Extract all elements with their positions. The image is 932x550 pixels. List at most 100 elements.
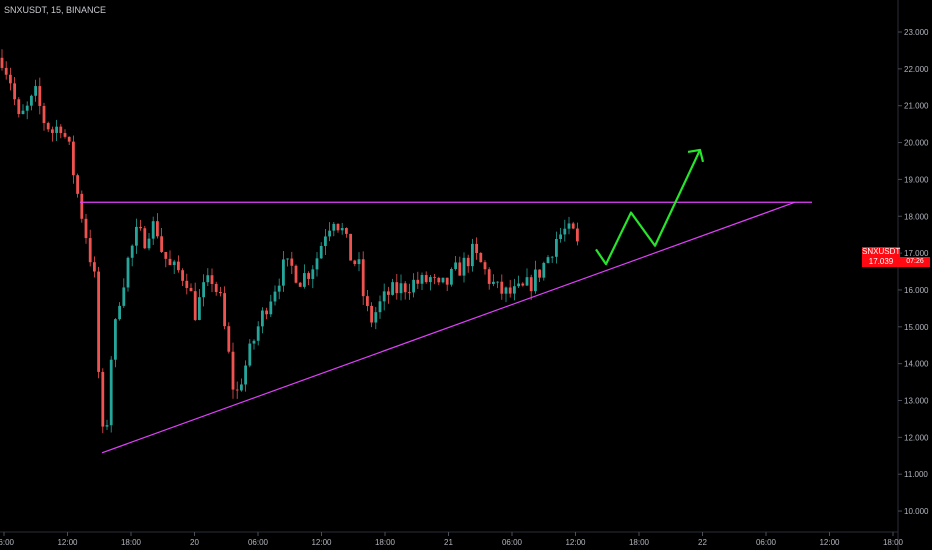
candle-body [88, 238, 92, 263]
candle-body [93, 262, 96, 272]
candle-body [416, 279, 420, 284]
candle-body [55, 126, 58, 133]
candle-body [235, 389, 239, 391]
candle-body [508, 287, 512, 294]
candle-body [504, 287, 508, 294]
last-price-symbol: SNXUSDT [862, 247, 901, 256]
candle-body [248, 343, 252, 366]
candle-body [475, 243, 478, 254]
price-tick-label: 11.000 [904, 470, 928, 479]
price-tick-label: 10.000 [904, 507, 929, 516]
candle-body [97, 271, 100, 372]
candle-body [122, 287, 126, 306]
candle-body [450, 268, 453, 285]
candle-body [441, 277, 445, 283]
candle-body [340, 228, 344, 231]
time-tick-label: 18:00 [629, 538, 650, 547]
price-tick-label: 18.000 [904, 212, 929, 221]
time-tick-label: 06:00 [756, 538, 777, 547]
candle-body [193, 291, 197, 320]
candle-body [462, 257, 466, 276]
candle-body [391, 282, 394, 295]
candle-body [135, 226, 138, 246]
candle-body [282, 259, 285, 286]
time-tick-label: 12:00 [311, 538, 332, 547]
candle-body [424, 275, 428, 283]
candle-body [67, 136, 71, 142]
candle-body [9, 74, 12, 84]
candle-body [168, 258, 172, 266]
candles [0, 49, 579, 434]
candle-body [399, 283, 403, 294]
candle-body [265, 310, 268, 315]
candle-body [311, 269, 315, 279]
candle-body [198, 297, 201, 320]
candle-body [139, 226, 142, 229]
candle-body [420, 275, 424, 284]
candle-body [227, 326, 231, 352]
candle-body [126, 257, 130, 288]
candle-body [513, 286, 516, 294]
candle-body [298, 282, 302, 287]
price-tick-label: 15.000 [904, 323, 929, 332]
candle-body [357, 259, 361, 265]
time-tick-label: 12:00 [819, 538, 840, 547]
candle-body [534, 269, 537, 292]
candle-body [387, 291, 390, 295]
candle-body [147, 238, 151, 249]
candle-body [571, 223, 575, 229]
candle-body [403, 283, 407, 293]
candle-body [172, 261, 176, 266]
candle-body [80, 193, 84, 219]
candle-body [240, 384, 243, 391]
candle-body [496, 281, 499, 283]
candle-body [336, 223, 340, 231]
candle-body [231, 351, 235, 390]
candle-body [244, 365, 247, 385]
candle-body [273, 291, 277, 302]
candle-body [294, 265, 298, 283]
candle-body [521, 283, 525, 286]
price-tick-label: 23.000 [904, 28, 929, 37]
candle-body [290, 258, 294, 266]
candle-body [458, 262, 462, 276]
candle-body [177, 261, 180, 271]
price-tick-label: 17.000 [904, 249, 929, 258]
time-tick-label: 12:00 [57, 538, 78, 547]
candle-body [118, 305, 121, 320]
candle-body [189, 287, 193, 292]
candle-body [412, 279, 415, 293]
price-tick-label: 22.000 [904, 65, 929, 74]
price-tick-label: 19.000 [904, 175, 929, 184]
candle-body [84, 218, 88, 239]
candle-body [219, 292, 222, 294]
candle-body [517, 283, 520, 287]
candle-body [105, 425, 109, 427]
candle-body [550, 256, 554, 258]
candle-body [210, 275, 214, 284]
candle-body [21, 110, 25, 115]
price-tick-label: 13.000 [904, 397, 929, 406]
candle-body [382, 291, 386, 302]
candle-body [429, 277, 432, 283]
candle-body [538, 269, 541, 278]
candle-body [185, 280, 189, 288]
candle-body [214, 283, 218, 293]
candle-body [487, 269, 491, 284]
candle-body [395, 282, 399, 294]
price-countdown: 07:26 [900, 257, 930, 267]
candle-body [286, 258, 289, 260]
candle-body [374, 312, 378, 323]
candle-body [303, 273, 306, 287]
time-axis: 06:00 12:00 18:00 20 06:00 12:00 18:00 21 06:00 1… [0, 532, 904, 547]
candle-body [563, 228, 567, 235]
candle-body [437, 277, 441, 283]
price-tick-label: 16.000 [904, 286, 929, 295]
candle-body [164, 251, 168, 259]
candle-body [576, 228, 579, 242]
candle-body [319, 245, 323, 259]
candle-body [315, 258, 319, 270]
time-tick-label: 12:00 [565, 538, 586, 547]
ascending-support-line [101, 201, 796, 454]
